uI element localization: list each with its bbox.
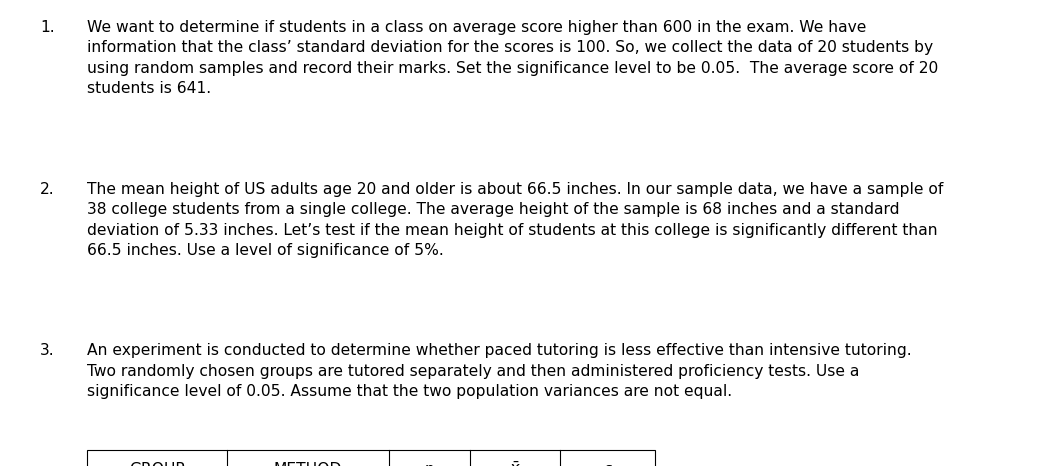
Text: s: s <box>604 462 612 466</box>
Bar <box>87 450 655 466</box>
Text: GROUP: GROUP <box>129 462 185 466</box>
Text: An experiment is conducted to determine whether paced tutoring is less effective: An experiment is conducted to determine … <box>87 343 911 399</box>
Text: We want to determine if students in a class on average score higher than 600 in : We want to determine if students in a cl… <box>87 20 938 96</box>
Text: $\bar{x}$: $\bar{x}$ <box>509 461 521 466</box>
Text: The mean height of US adults age 20 and older is about 66.5 inches. In our sampl: The mean height of US adults age 20 and … <box>87 182 943 258</box>
Text: 2.: 2. <box>40 182 55 197</box>
Text: METHOD: METHOD <box>274 462 342 466</box>
Text: 1.: 1. <box>40 20 55 35</box>
Text: n: n <box>425 462 434 466</box>
Text: 3.: 3. <box>40 343 55 358</box>
